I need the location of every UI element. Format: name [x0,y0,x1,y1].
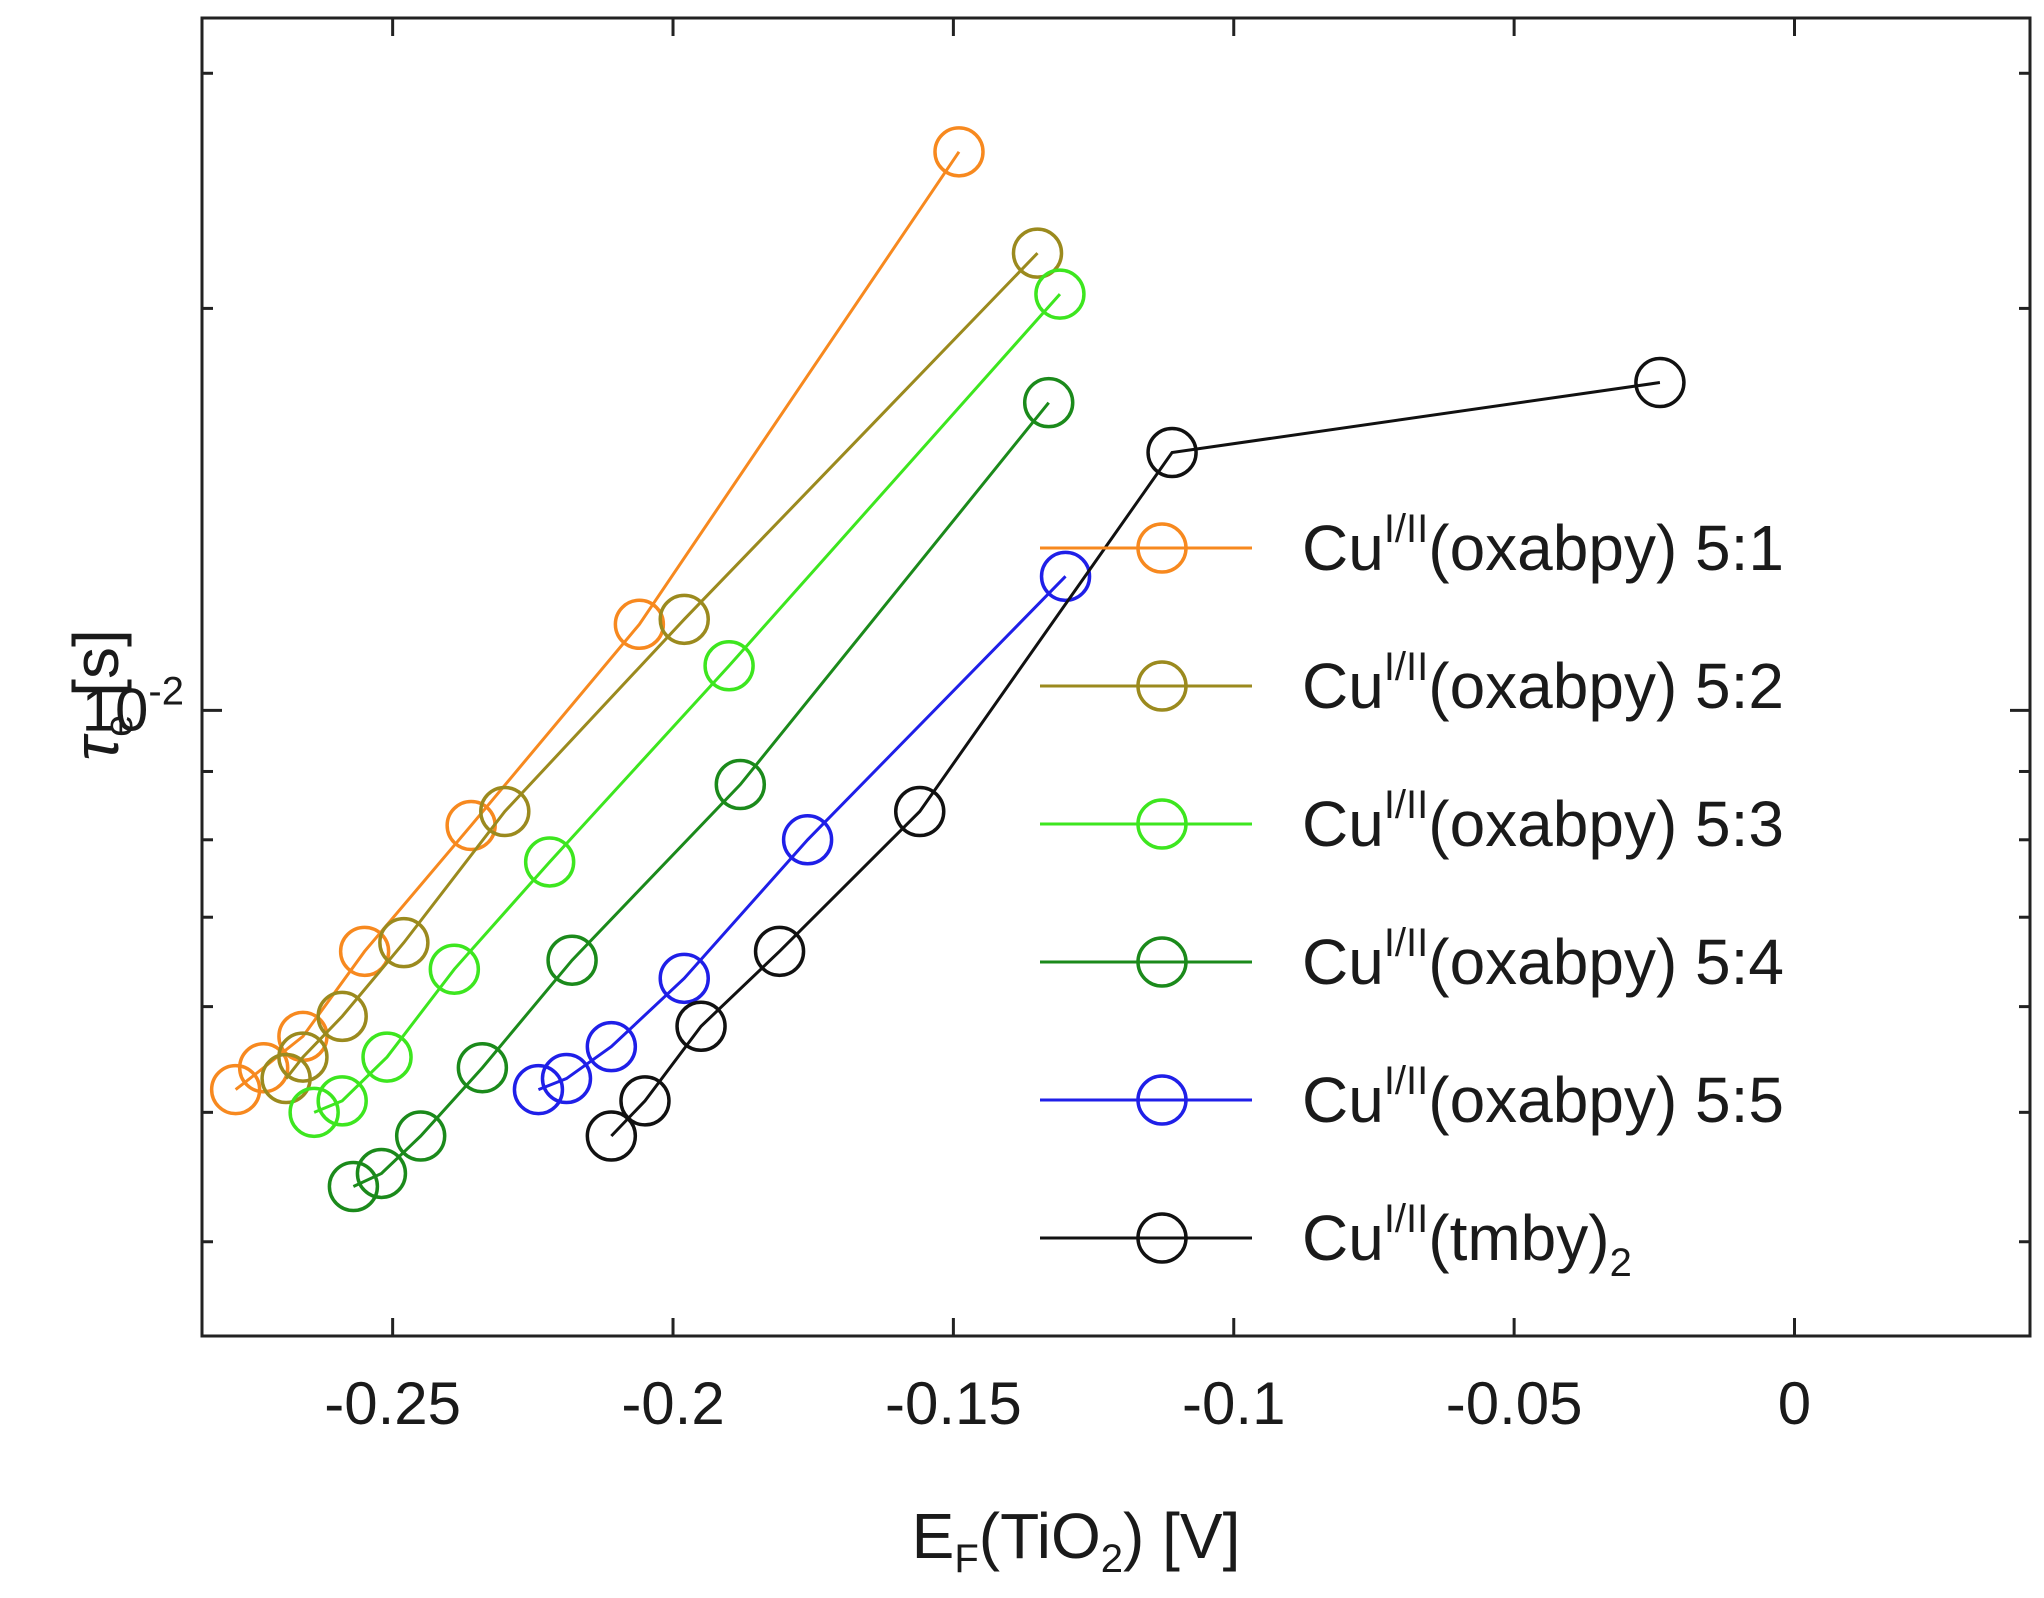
legend-label: CuI/II(tmby)2 [1302,1197,1632,1285]
legend-label: CuI/II(oxabpy) 5:1 [1302,507,1784,584]
data-point [658,593,710,646]
legend-marker [1136,522,1188,574]
data-point [933,126,985,178]
series-line [610,381,1661,1138]
data-point [361,1031,413,1083]
data-point [703,639,755,692]
series-line [352,401,1050,1188]
data-point [585,1110,638,1162]
data-point [479,785,531,838]
series-4 [327,376,1075,1213]
y-axis-label: τe [s] [60,629,141,761]
data-point [753,925,806,978]
legend-marker [1136,1212,1188,1264]
data-point [1146,426,1198,479]
series-2 [260,227,1064,1105]
x-tick-label: -0.1 [1182,1370,1285,1437]
data-point [316,1075,368,1127]
legend-label: CuI/II(oxabpy) 5:3 [1302,783,1784,860]
plot-frame [200,16,2032,1338]
data-point [209,1063,262,1116]
data-point [1011,227,1064,279]
series-line [234,150,961,1091]
data-point [327,1160,380,1213]
tick-labels: -0.25 -0.2 -0.15 -0.1 -0.05 0 10-2 [82,669,1812,1437]
data-point [658,952,710,1005]
data-point [394,1110,447,1162]
data-point [523,836,576,888]
series-3 [288,268,1086,1139]
data-point [619,1075,671,1127]
legend-marker [1136,1074,1188,1126]
data-point [546,934,598,986]
data-point [781,814,834,866]
legend-marker [1136,660,1188,712]
legend-label: CuI/II(oxabpy) 5:2 [1302,645,1784,722]
data-point [355,1147,408,1200]
x-axis-label: EF(TiO2) [V] [912,1500,1241,1581]
legend-label: CuI/II(oxabpy) 5:4 [1302,921,1784,998]
x-tick-label: 0 [1778,1370,1811,1437]
data-point [512,1063,565,1116]
data-point [378,916,430,969]
series-layer [209,126,1686,1213]
data-point [1034,268,1086,320]
legend-item: CuI/II(oxabpy) 5:4 [1040,921,1784,998]
x-tick-label: -0.05 [1446,1370,1583,1437]
tick-marks [202,18,2030,1336]
data-point [456,1041,509,1094]
data-point [613,598,666,651]
data-point [714,758,767,811]
x-tick-label: -0.15 [885,1370,1022,1437]
legend-item: CuI/II(oxabpy) 5:5 [1040,1059,1784,1136]
data-point [277,1031,329,1083]
series-line [537,575,1067,1091]
data-point [338,925,391,978]
x-tick-label: -0.2 [621,1370,724,1437]
legend-label: CuI/II(oxabpy) 5:5 [1302,1059,1784,1136]
series-1 [209,126,985,1116]
data-point [316,990,368,1043]
legend: CuI/II(oxabpy) 5:1 CuI/II(oxabpy) 5:2 CuI/… [1040,507,1784,1285]
series-6 [585,356,1686,1162]
data-point [288,1086,340,1139]
data-point [1039,550,1092,603]
legend-marker [1136,798,1188,850]
data-point [675,1000,727,1053]
data-point [1634,356,1686,409]
x-tick-label: -0.25 [324,1370,461,1437]
legend-item: CuI/II(oxabpy) 5:3 [1040,783,1784,860]
data-point [540,1052,593,1105]
series-line [313,293,1062,1114]
data-point [237,1041,290,1094]
legend-item: CuI/II(oxabpy) 5:1 [1040,507,1784,584]
data-point [893,785,946,838]
data-point [585,1020,638,1073]
series-5 [512,550,1092,1116]
legend-marker [1136,936,1188,988]
axes-box [200,16,2032,1338]
legend-item: CuI/II(oxabpy) 5:2 [1040,645,1784,722]
data-point [1022,376,1075,429]
data-point [428,943,481,995]
y-tick-label: 10-2 [82,669,184,743]
legend-item: CuI/II(tmby)2 [1040,1197,1632,1285]
series-line [284,252,1039,1080]
